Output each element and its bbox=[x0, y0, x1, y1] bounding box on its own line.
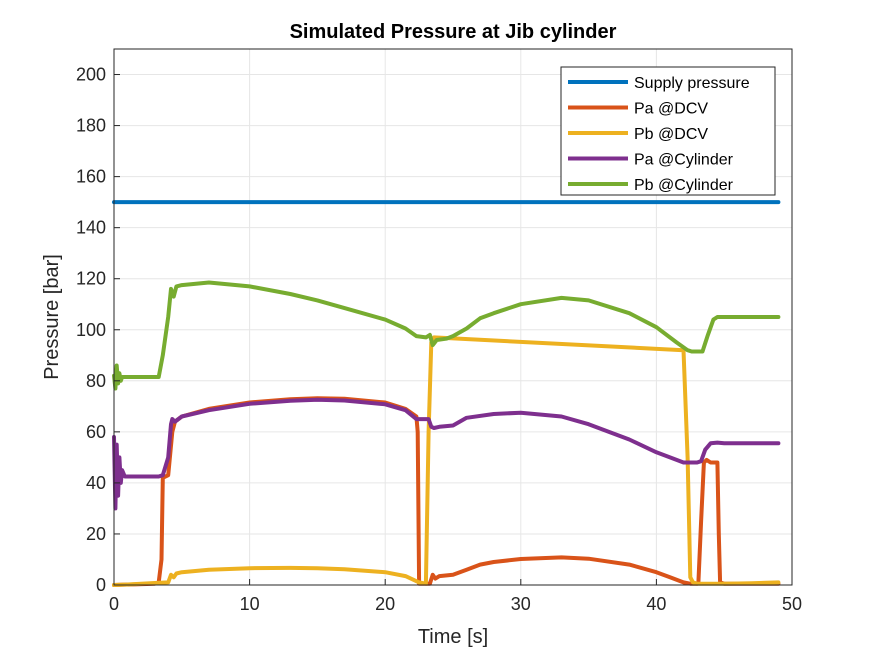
axes-box bbox=[113, 48, 793, 586]
series-line-4 bbox=[112, 397, 781, 511]
legend-entry: Pb @DCV bbox=[634, 126, 708, 143]
y-tick-label: 200 bbox=[76, 65, 106, 85]
legend: Supply pressure Pa @DCV Pb @DCV Pa @Cylinde… bbox=[560, 66, 776, 196]
y-tick-label: 20 bbox=[86, 524, 106, 544]
axis-ticks: 0 10 20 30 40 50 0 20 40 60 80 100 120 140 160 180 200 bbox=[76, 65, 802, 614]
legend-entry: Pa @Cylinder bbox=[634, 152, 734, 169]
series-line-3 bbox=[112, 335, 781, 587]
y-tick-label: 80 bbox=[86, 371, 106, 391]
legend-entry: Pa @DCV bbox=[634, 101, 708, 118]
x-axis-label: Time [s] bbox=[418, 626, 488, 648]
y-axis-label: Pressure [bar] bbox=[41, 254, 63, 380]
y-tick-label: 100 bbox=[76, 320, 106, 340]
y-tick-label: 160 bbox=[76, 167, 106, 187]
y-tick-label: 180 bbox=[76, 116, 106, 136]
x-tick-label: 40 bbox=[646, 594, 666, 614]
chart-title: Simulated Pressure at Jib cylinder bbox=[290, 21, 617, 43]
y-tick-label: 0 bbox=[96, 575, 106, 595]
x-tick-label: 50 bbox=[782, 594, 802, 614]
x-tick-label: 0 bbox=[109, 594, 119, 614]
y-tick-label: 140 bbox=[76, 218, 106, 238]
x-tick-label: 20 bbox=[375, 594, 395, 614]
series-lines bbox=[112, 200, 781, 587]
y-tick-label: 60 bbox=[86, 422, 106, 442]
series-line-5 bbox=[112, 280, 781, 391]
y-tick-label: 40 bbox=[86, 473, 106, 493]
x-tick-label: 10 bbox=[240, 594, 260, 614]
legend-entry: Pb @Cylinder bbox=[634, 177, 734, 194]
x-tick-label: 30 bbox=[511, 594, 531, 614]
y-tick-label: 120 bbox=[76, 269, 106, 289]
legend-entry: Supply pressure bbox=[634, 75, 750, 92]
